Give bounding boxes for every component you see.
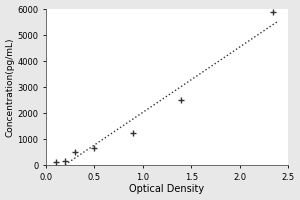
X-axis label: Optical Density: Optical Density [129,184,205,194]
Y-axis label: Concentration(pg/mL): Concentration(pg/mL) [6,37,15,137]
